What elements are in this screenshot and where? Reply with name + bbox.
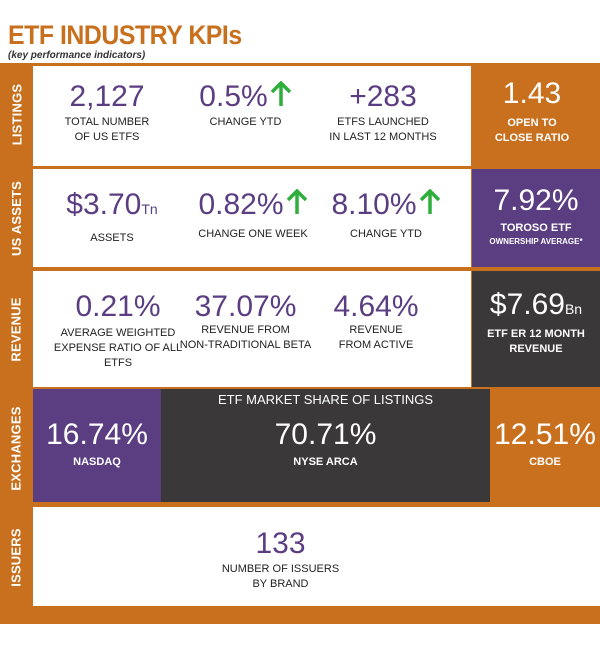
page-title: ETF INDUSTRY KPIs: [8, 20, 242, 50]
total-etfs-label-1: TOTAL NUMBER: [64, 116, 150, 128]
er-revenue-kpi: $7.69Bn ETF ER 12 MONTH REVENUE: [472, 289, 600, 357]
toroso-label-1: TOROSO ETF: [500, 222, 572, 234]
assets-ytd-kpi: 8.10% CHANGE YTD: [326, 189, 446, 242]
revenue-active-label-2: FROM ACTIVE: [338, 339, 414, 351]
etfs-launched-kpi: +283 ETFs LAUNCHED IN LAST 12 MONTHS: [318, 81, 448, 145]
etfs-launched-label-2: IN LAST 12 MONTHS: [329, 131, 437, 143]
issuers-kpi: 133 NUMBER OF ISSUERS BY BRAND: [213, 528, 348, 592]
nasdaq-label: NASDAQ: [73, 456, 121, 468]
open-close-ratio-kpi: 1.43 OPEN TO CLOSE RATIO: [472, 78, 592, 146]
expense-ratio-label-1: AVERAGE WEIGHTED: [60, 327, 176, 339]
us-assets-row: $3.70Tn ASSETS 0.82% CHANGE ONE WEEK 8.1…: [33, 169, 471, 267]
issuers-label-1: NUMBER OF ISSUERS: [221, 563, 340, 575]
toroso-box: 7.92% TOROSO ETF OWNERSHIP AVERAGE*: [472, 169, 600, 267]
nasdaq-kpi: 16.74% NASDAQ: [33, 419, 161, 470]
er-revenue-label-1: ETF ER 12 MONTH: [487, 328, 585, 340]
er-revenue-value: $7.69: [489, 288, 565, 321]
nyse-kpi: 70.71% NYSE ARCA: [161, 419, 490, 470]
assets-kpi: $3.70Tn ASSETS: [47, 189, 177, 246]
us-assets-side-label: US ASSETS: [9, 180, 25, 256]
expense-ratio-label-2: EXPENSE RATIO OF ALL: [53, 342, 183, 354]
week-change-value: 0.82%: [198, 188, 284, 221]
assets-ytd-label: CHANGE YTD: [350, 228, 422, 240]
nyse-box: ETF MARKET SHARE OF LISTINGS 70.71% NYSE…: [161, 389, 490, 502]
total-etfs-label-2: OF US ETFs: [74, 131, 140, 143]
issuers-row: 133 NUMBER OF ISSUERS BY BRAND: [33, 507, 600, 606]
non-traditional-beta-label-1: REVENUE FROM: [201, 324, 290, 336]
open-close-ratio-label-2: CLOSE RATIO: [494, 132, 570, 144]
listings-change-kpi: 0.5% CHANGE YTD: [188, 81, 303, 130]
issuers-label-2: BY BRAND: [252, 578, 309, 590]
expense-ratio-kpi: 0.21% AVERAGE WEIGHTED EXPENSE RATIO OF …: [43, 291, 193, 371]
cboe-kpi: 12.51% CBOE: [490, 419, 600, 470]
toroso-value: 7.92%: [493, 184, 579, 217]
toroso-label-2: OWNERSHIP AVERAGE*: [489, 237, 583, 246]
expense-ratio-value: 0.21%: [75, 290, 161, 323]
week-change-label: CHANGE ONE WEEK: [198, 228, 308, 240]
er-revenue-unit: Bn: [564, 301, 583, 317]
revenue-active-label-1: REVENUE: [349, 324, 403, 336]
assets-unit: Tn: [141, 201, 158, 217]
total-etfs-value: 2,127: [69, 80, 145, 113]
revenue-side-label: REVENUE: [9, 296, 24, 362]
revenue-row: 0.21% AVERAGE WEIGHTED EXPENSE RATIO OF …: [33, 271, 471, 387]
non-traditional-beta-label-2: NON-TRADITIONAL BETA: [179, 339, 312, 351]
nyse-value: 70.71%: [274, 418, 377, 451]
kpi-frame: LISTINGS 2,127 TOTAL NUMBER OF US ETFs 0…: [0, 63, 600, 624]
issuers-side-label: ISSUERS: [9, 527, 25, 587]
market-share-heading: ETF MARKET SHARE OF LISTINGS: [217, 392, 433, 407]
exchanges-side-label: EXCHANGES: [9, 405, 24, 491]
expense-ratio-label-3: ETFS: [103, 357, 133, 369]
page-subtitle: (key performance indicators): [8, 50, 146, 61]
week-change-kpi: 0.82% CHANGE ONE WEEK: [183, 189, 323, 242]
issuers-value: 133: [255, 527, 306, 560]
revenue-active-value: 4.64%: [333, 290, 419, 323]
non-traditional-beta-kpi: 37.07% REVENUE FROM NON-TRADITIONAL BETA: [178, 291, 313, 353]
cboe-value: 12.51%: [494, 418, 596, 451]
toroso-kpi: 7.92% TOROSO ETF OWNERSHIP AVERAGE*: [472, 185, 600, 247]
listings-side-label: LISTINGS: [9, 83, 24, 146]
listings-row: 2,127 TOTAL NUMBER OF US ETFs 0.5% CHANG…: [33, 66, 471, 166]
open-close-ratio-label-1: OPEN TO: [507, 117, 557, 129]
cboe-label: CBOE: [529, 456, 561, 468]
assets-value: $3.70: [66, 188, 142, 221]
er-revenue-box: $7.69Bn ETF ER 12 MONTH REVENUE: [472, 271, 600, 387]
open-close-ratio-value: 1.43: [502, 77, 562, 110]
assets-label: ASSETS: [90, 232, 134, 244]
arrow-up-icon: [270, 81, 291, 106]
non-traditional-beta-value: 37.07%: [194, 290, 297, 323]
er-revenue-label-2: REVENUE: [509, 343, 563, 355]
nasdaq-value: 16.74%: [46, 418, 148, 451]
revenue-active-kpi: 4.64% REVENUE FROM ACTIVE: [321, 291, 431, 353]
nasdaq-box: 16.74% NASDAQ: [33, 389, 161, 502]
etfs-launched-label-1: ETFs LAUNCHED: [337, 116, 429, 128]
listings-change-value: 0.5%: [199, 80, 268, 113]
assets-ytd-value: 8.10%: [331, 188, 417, 221]
nyse-label: NYSE ARCA: [293, 456, 358, 468]
listings-change-label: CHANGE YTD: [209, 116, 282, 128]
etfs-launched-value: +283: [349, 80, 417, 113]
arrow-up-icon: [419, 189, 440, 214]
arrow-up-icon: [286, 189, 307, 214]
total-etfs-kpi: 2,127 TOTAL NUMBER OF US ETFs: [47, 81, 167, 145]
